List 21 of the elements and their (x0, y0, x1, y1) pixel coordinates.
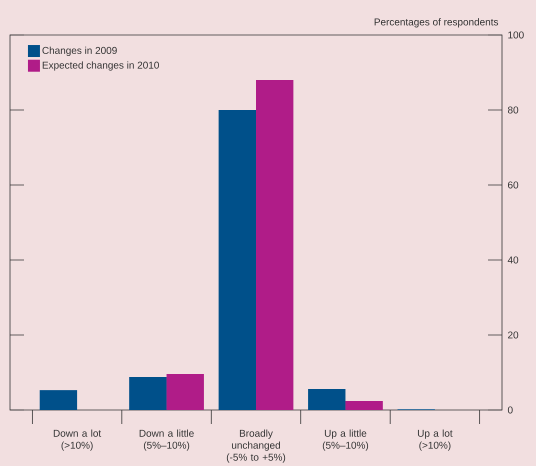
bar (129, 376, 167, 410)
bar (40, 390, 78, 410)
x-tick-label: Up a lot (>10%) (418, 430, 453, 451)
legend-label: Changes in 2009 (42, 46, 117, 56)
y-tick-label: 100 (508, 31, 524, 39)
bar (345, 400, 383, 410)
y-tick-label: 40 (508, 256, 518, 264)
y-tick-label: 0 (508, 406, 513, 414)
legend-label: Expected changes in 2010 (42, 61, 159, 71)
bar (308, 388, 346, 410)
x-tick-label: Broadly unchanged (-5% to +5%) (226, 430, 286, 463)
y-tick-label: 80 (508, 106, 518, 114)
x-tick-label: Down a little (5%–10%) (140, 430, 194, 451)
bar (166, 374, 204, 410)
y-tick-label: 20 (508, 331, 518, 339)
x-tick-label: Down a lot (>10%) (54, 430, 102, 451)
y-axis-title: Percentages of respondents (374, 18, 498, 28)
bar (256, 80, 294, 410)
x-tick-label: Up a little (5%–10%) (322, 430, 368, 451)
y-tick-label: 60 (508, 181, 518, 189)
bar (218, 110, 256, 410)
